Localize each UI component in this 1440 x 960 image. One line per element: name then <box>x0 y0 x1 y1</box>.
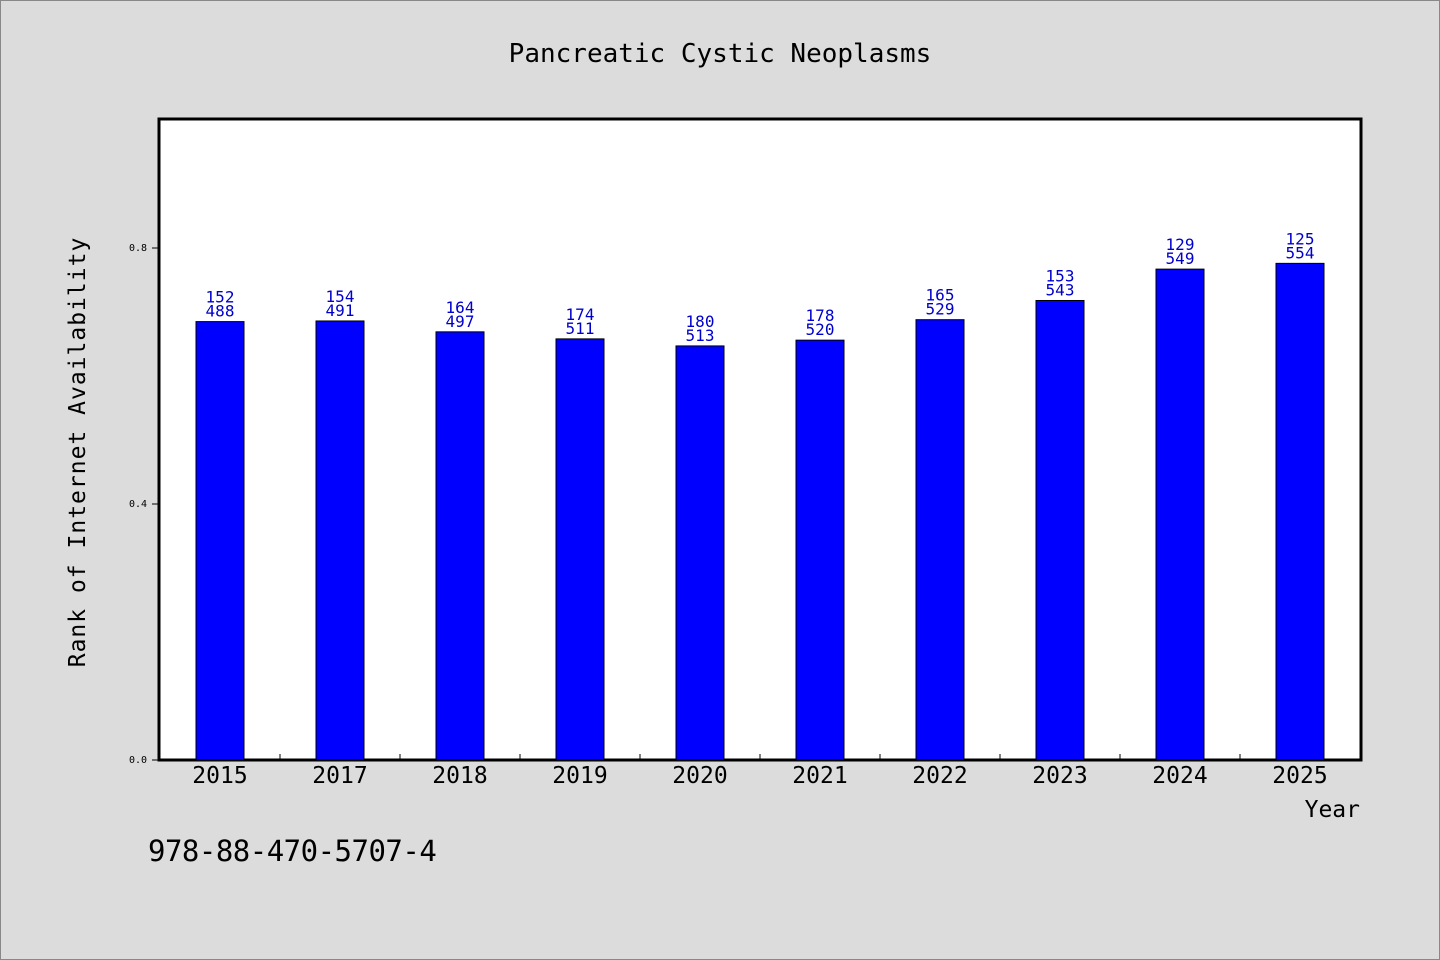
y-tick-label: 0.4 <box>129 499 147 510</box>
bar <box>1275 262 1325 761</box>
bar <box>315 320 365 761</box>
y-tick-label: 0.8 <box>129 243 147 254</box>
x-tick-label: 2025 <box>1272 763 1327 789</box>
bar-value-label-bottom: 520 <box>806 320 835 339</box>
x-tick-label: 2020 <box>672 763 727 789</box>
bar <box>195 321 245 761</box>
x-axis-ticks: 2015 2017 2018 2019 2020 2021 2022 2023 2024 2025 <box>192 754 1328 789</box>
bar-value-label-bottom: 549 <box>1166 249 1195 268</box>
bars <box>195 262 1325 761</box>
x-tick-label: 2019 <box>552 763 607 789</box>
x-tick-label: 2024 <box>1152 763 1207 789</box>
bar-value-label-bottom: 529 <box>926 300 955 319</box>
bar <box>915 319 965 761</box>
bar-value-label-bottom: 543 <box>1046 280 1075 299</box>
x-tick-label: 2021 <box>792 763 847 789</box>
y-axis-ticks: 0.0 0.4 0.8 <box>129 243 160 766</box>
bar <box>435 331 485 761</box>
bar-value-label-top: 174 <box>566 305 595 324</box>
x-tick-label: 2022 <box>912 763 967 789</box>
bar-value-label-top: 125 <box>1286 229 1315 248</box>
footer-code: 978-88-470-5707-4 <box>148 834 437 868</box>
chart-title: Pancreatic Cystic Neoplasms <box>509 39 932 69</box>
x-tick-label: 2018 <box>432 763 487 789</box>
bar <box>1155 268 1205 761</box>
bar-value-label-top: 165 <box>926 286 955 305</box>
x-tick-label: 2015 <box>192 763 247 789</box>
bar-value-label-top: 153 <box>1046 266 1075 285</box>
bar-value-label-bottom: 491 <box>326 301 355 320</box>
x-axis-label: Year <box>1305 797 1360 823</box>
bar-value-label-top: 164 <box>446 298 475 317</box>
x-tick-label: 2023 <box>1032 763 1087 789</box>
bar-value-label-top: 152 <box>206 288 235 307</box>
bar-value-label-top: 180 <box>686 312 715 331</box>
bar <box>555 338 605 761</box>
bar-value-label-bottom: 497 <box>446 312 475 331</box>
y-tick-label: 0.0 <box>129 755 147 766</box>
bar <box>795 339 845 761</box>
bar <box>675 345 725 761</box>
bar-value-label-top: 178 <box>806 306 835 325</box>
bar-value-label-bottom: 511 <box>566 319 595 338</box>
bar-value-label-bottom: 513 <box>686 326 715 345</box>
bar <box>1035 299 1085 761</box>
x-tick-label: 2017 <box>312 763 367 789</box>
y-axis-label: Rank of Internet Availability <box>65 237 91 668</box>
bar-value-label-bottom: 554 <box>1286 243 1315 262</box>
bar-value-label-top: 154 <box>326 287 355 306</box>
bar-value-label-bottom: 488 <box>206 302 235 321</box>
bar-value-label-top: 129 <box>1166 235 1195 254</box>
